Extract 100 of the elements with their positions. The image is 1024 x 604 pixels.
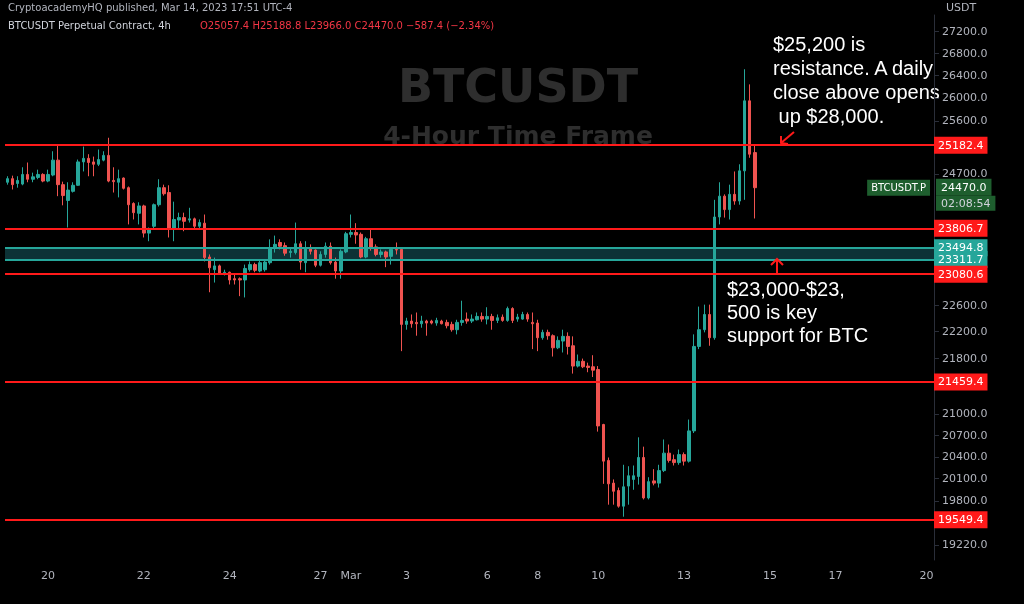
y-axis-title: USDT <box>946 1 977 14</box>
candlestick <box>122 176 125 190</box>
candlestick <box>92 156 95 177</box>
y-tick-label: 22200.0 <box>942 325 988 339</box>
ref-line-label: 21459.4 <box>938 375 984 389</box>
candlestick <box>137 201 141 225</box>
candlestick <box>682 451 686 466</box>
candlestick <box>647 476 650 500</box>
y-tick-label: 20100.0 <box>942 472 988 486</box>
candlestick <box>203 214 206 262</box>
candlestick <box>617 487 620 509</box>
x-tick-label: 20 <box>919 569 934 582</box>
ref-line-label: 25182.4 <box>938 138 984 152</box>
candlestick <box>41 172 45 183</box>
x-tick-label: 17 <box>828 569 843 582</box>
x-tick-label: 10 <box>591 569 606 582</box>
ref-line-label: 23806.7 <box>938 221 984 235</box>
candlestick <box>87 153 90 177</box>
candlestick <box>253 262 257 273</box>
x-tick-label: 3 <box>402 569 410 582</box>
candlestick <box>602 423 605 485</box>
ref-line-label: 23494.8 <box>938 241 984 255</box>
candlestick <box>112 166 115 194</box>
x-tick-label: 20 <box>40 569 55 582</box>
candlestick <box>415 312 418 337</box>
candlestick <box>748 83 751 159</box>
candlestick <box>627 465 630 506</box>
candlestick <box>465 312 469 325</box>
candlestick <box>21 166 24 186</box>
ref-line-label: 23080.6 <box>938 267 984 281</box>
candlestick <box>440 319 443 325</box>
candlestick <box>238 276 242 297</box>
y-tick-label: 20400.0 <box>942 450 988 464</box>
y-tick-label: 24700.0 <box>942 167 988 181</box>
x-tick-label: 24 <box>222 569 237 582</box>
x-tick-label: 15 <box>762 569 777 582</box>
ref-line-label: 23311.7 <box>938 252 984 266</box>
x-tick-label: 6 <box>483 569 491 582</box>
candlestick <box>198 218 201 230</box>
candlestick <box>753 144 757 219</box>
candlestick <box>435 317 438 327</box>
candlestick <box>733 170 736 206</box>
x-tick-label: 27 <box>313 569 328 582</box>
candlestick <box>117 169 120 198</box>
candlestick <box>496 313 499 324</box>
candlestick <box>607 457 610 506</box>
candlestick <box>208 253 211 293</box>
candlestick <box>501 313 504 323</box>
candlestick <box>526 312 529 323</box>
y-tick-label: 26400.0 <box>942 68 988 82</box>
candlestick <box>188 207 191 224</box>
candlestick <box>541 329 544 341</box>
candlestick <box>102 150 105 162</box>
candlestick <box>127 185 130 225</box>
candlestick <box>107 137 110 183</box>
candlestick <box>490 313 494 331</box>
candlestick <box>384 250 388 268</box>
text: 24470.0 <box>941 180 987 194</box>
candlestick <box>16 175 19 189</box>
candlestick <box>6 175 9 186</box>
candlestick <box>743 68 746 201</box>
y-tick-label: 26000.0 <box>942 91 988 105</box>
candlestick <box>82 146 85 172</box>
annotation: $25,200 is resistance. A daily close above opens up $28,000. <box>773 33 940 127</box>
y-tick-label: 21800.0 <box>942 352 988 366</box>
y-tick-label: 22600.0 <box>942 298 988 312</box>
candlestick <box>506 306 509 323</box>
y-tick-label: 19220.0 <box>942 538 988 552</box>
candlestick <box>480 312 484 323</box>
y-tick-label: 26800.0 <box>942 46 988 60</box>
candlestick <box>612 478 615 506</box>
candlestick <box>142 204 146 238</box>
candlestick <box>334 257 337 280</box>
x-tick-label: 22 <box>136 569 151 582</box>
candlestick <box>233 273 236 285</box>
x-tick-label: 8 <box>534 569 542 582</box>
candlestick <box>182 212 186 232</box>
candlestick <box>637 436 640 486</box>
candlestick <box>410 313 413 329</box>
annotation: $23,000-$23,500 is key support for BTC <box>727 277 869 346</box>
candlestick <box>400 247 403 352</box>
candlestick <box>26 162 29 183</box>
annotation: O25057.4 H25188.8 L23966.0 C24470.0 −587.4 (−2.34%) <box>200 19 495 31</box>
text: 02:08:54 <box>941 196 991 210</box>
candlestick <box>531 312 534 350</box>
candlestick <box>652 468 656 486</box>
y-tick-label: 20700.0 <box>942 428 988 442</box>
y-tick-label: 21000.0 <box>942 407 988 421</box>
candlestick <box>193 217 196 230</box>
ref-line-label: 19549.4 <box>938 513 984 527</box>
y-tick-label: 19800.0 <box>942 494 988 508</box>
candlestick <box>738 163 741 206</box>
x-tick-label: 13 <box>677 569 692 582</box>
candlestick <box>703 304 706 333</box>
candlestick <box>405 317 408 331</box>
candlestick <box>622 464 625 518</box>
candlestick <box>576 354 580 368</box>
candlestick <box>723 193 726 219</box>
candlestick <box>97 148 100 167</box>
x-tick-label: Mar <box>340 569 362 582</box>
